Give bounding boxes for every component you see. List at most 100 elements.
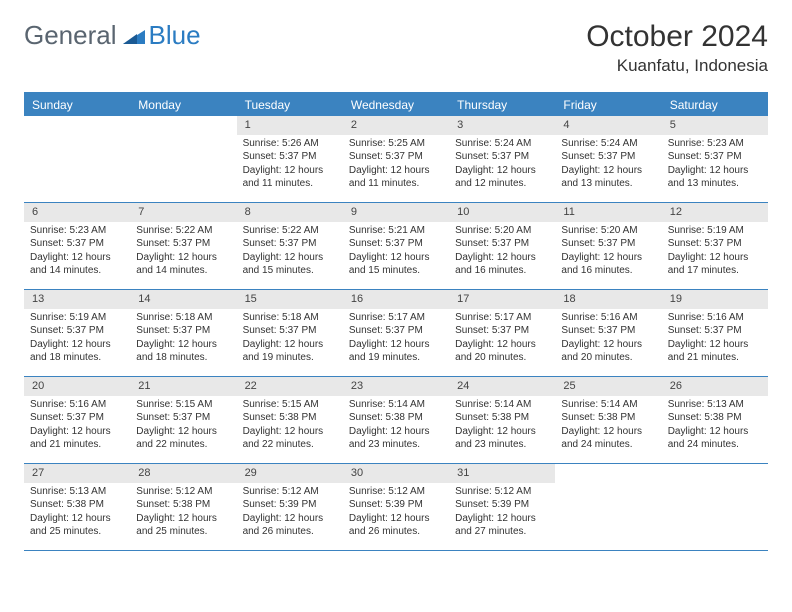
day-cell: 26Sunrise: 5:13 AMSunset: 5:38 PMDayligh… (662, 377, 768, 463)
day-body: Sunrise: 5:17 AMSunset: 5:37 PMDaylight:… (449, 309, 555, 369)
sunset-text: Sunset: 5:38 PM (668, 411, 762, 425)
day-cell (130, 116, 236, 202)
daylight-text-1: Daylight: 12 hours (243, 512, 337, 526)
day-header-cell: Sunday (24, 94, 130, 116)
daylight-text-2: and 12 minutes. (455, 177, 549, 191)
day-cell: 25Sunrise: 5:14 AMSunset: 5:38 PMDayligh… (555, 377, 661, 463)
sunset-text: Sunset: 5:37 PM (136, 324, 230, 338)
day-cell: 3Sunrise: 5:24 AMSunset: 5:37 PMDaylight… (449, 116, 555, 202)
sunset-text: Sunset: 5:37 PM (243, 237, 337, 251)
day-number: 13 (24, 290, 130, 309)
daylight-text-1: Daylight: 12 hours (30, 338, 124, 352)
day-cell (24, 116, 130, 202)
day-body: Sunrise: 5:23 AMSunset: 5:37 PMDaylight:… (662, 135, 768, 195)
daylight-text-1: Daylight: 12 hours (349, 425, 443, 439)
daylight-text-2: and 15 minutes. (243, 264, 337, 278)
day-header-cell: Monday (130, 94, 236, 116)
daylight-text-2: and 16 minutes. (561, 264, 655, 278)
location-label: Kuanfatu, Indonesia (586, 56, 768, 76)
sunrise-text: Sunrise: 5:15 AM (243, 398, 337, 412)
sunset-text: Sunset: 5:37 PM (136, 237, 230, 251)
sunset-text: Sunset: 5:38 PM (136, 498, 230, 512)
sunrise-text: Sunrise: 5:22 AM (243, 224, 337, 238)
sunrise-text: Sunrise: 5:15 AM (136, 398, 230, 412)
day-body: Sunrise: 5:18 AMSunset: 5:37 PMDaylight:… (130, 309, 236, 369)
day-body: Sunrise: 5:21 AMSunset: 5:37 PMDaylight:… (343, 222, 449, 282)
day-header-row: SundayMondayTuesdayWednesdayThursdayFrid… (24, 94, 768, 116)
calendar: SundayMondayTuesdayWednesdayThursdayFrid… (24, 92, 768, 551)
daylight-text-2: and 18 minutes. (30, 351, 124, 365)
daylight-text-1: Daylight: 12 hours (136, 512, 230, 526)
day-number: 22 (237, 377, 343, 396)
daylight-text-2: and 21 minutes. (668, 351, 762, 365)
daylight-text-1: Daylight: 12 hours (561, 164, 655, 178)
day-body: Sunrise: 5:16 AMSunset: 5:37 PMDaylight:… (555, 309, 661, 369)
sunset-text: Sunset: 5:39 PM (243, 498, 337, 512)
day-body: Sunrise: 5:24 AMSunset: 5:37 PMDaylight:… (449, 135, 555, 195)
day-number: 6 (24, 203, 130, 222)
day-body: Sunrise: 5:12 AMSunset: 5:39 PMDaylight:… (449, 483, 555, 543)
day-body: Sunrise: 5:17 AMSunset: 5:37 PMDaylight:… (343, 309, 449, 369)
day-cell: 8Sunrise: 5:22 AMSunset: 5:37 PMDaylight… (237, 203, 343, 289)
day-cell: 22Sunrise: 5:15 AMSunset: 5:38 PMDayligh… (237, 377, 343, 463)
daylight-text-1: Daylight: 12 hours (243, 164, 337, 178)
sunset-text: Sunset: 5:37 PM (30, 411, 124, 425)
day-number: 19 (662, 290, 768, 309)
day-body: Sunrise: 5:26 AMSunset: 5:37 PMDaylight:… (237, 135, 343, 195)
day-number: 3 (449, 116, 555, 135)
sunset-text: Sunset: 5:38 PM (243, 411, 337, 425)
day-number: 18 (555, 290, 661, 309)
daylight-text-2: and 22 minutes. (243, 438, 337, 452)
sunset-text: Sunset: 5:37 PM (455, 237, 549, 251)
daylight-text-1: Daylight: 12 hours (349, 512, 443, 526)
sunrise-text: Sunrise: 5:18 AM (243, 311, 337, 325)
sunrise-text: Sunrise: 5:13 AM (668, 398, 762, 412)
day-body: Sunrise: 5:24 AMSunset: 5:37 PMDaylight:… (555, 135, 661, 195)
day-number: 1 (237, 116, 343, 135)
daylight-text-1: Daylight: 12 hours (30, 425, 124, 439)
daylight-text-2: and 23 minutes. (455, 438, 549, 452)
daylight-text-1: Daylight: 12 hours (455, 164, 549, 178)
sunrise-text: Sunrise: 5:12 AM (455, 485, 549, 499)
day-header-cell: Wednesday (343, 94, 449, 116)
title-block: October 2024 Kuanfatu, Indonesia (586, 20, 768, 76)
sunrise-text: Sunrise: 5:12 AM (349, 485, 443, 499)
daylight-text-1: Daylight: 12 hours (455, 425, 549, 439)
day-cell: 29Sunrise: 5:12 AMSunset: 5:39 PMDayligh… (237, 464, 343, 550)
day-body: Sunrise: 5:12 AMSunset: 5:38 PMDaylight:… (130, 483, 236, 543)
day-number: 4 (555, 116, 661, 135)
day-body: Sunrise: 5:18 AMSunset: 5:37 PMDaylight:… (237, 309, 343, 369)
daylight-text-2: and 18 minutes. (136, 351, 230, 365)
daylight-text-2: and 22 minutes. (136, 438, 230, 452)
weeks-container: 1Sunrise: 5:26 AMSunset: 5:37 PMDaylight… (24, 116, 768, 551)
daylight-text-1: Daylight: 12 hours (668, 251, 762, 265)
sunrise-text: Sunrise: 5:19 AM (30, 311, 124, 325)
day-body: Sunrise: 5:19 AMSunset: 5:37 PMDaylight:… (24, 309, 130, 369)
sunset-text: Sunset: 5:37 PM (561, 237, 655, 251)
day-body: Sunrise: 5:23 AMSunset: 5:37 PMDaylight:… (24, 222, 130, 282)
sunset-text: Sunset: 5:39 PM (455, 498, 549, 512)
day-body: Sunrise: 5:15 AMSunset: 5:38 PMDaylight:… (237, 396, 343, 456)
sunrise-text: Sunrise: 5:25 AM (349, 137, 443, 151)
day-number: 9 (343, 203, 449, 222)
sunrise-text: Sunrise: 5:14 AM (349, 398, 443, 412)
day-body: Sunrise: 5:12 AMSunset: 5:39 PMDaylight:… (343, 483, 449, 543)
day-number: 15 (237, 290, 343, 309)
daylight-text-2: and 11 minutes. (349, 177, 443, 191)
sunset-text: Sunset: 5:38 PM (455, 411, 549, 425)
day-number: 10 (449, 203, 555, 222)
week-row: 1Sunrise: 5:26 AMSunset: 5:37 PMDaylight… (24, 116, 768, 203)
day-number: 25 (555, 377, 661, 396)
day-body: Sunrise: 5:25 AMSunset: 5:37 PMDaylight:… (343, 135, 449, 195)
daylight-text-2: and 13 minutes. (561, 177, 655, 191)
sunrise-text: Sunrise: 5:12 AM (136, 485, 230, 499)
day-body: Sunrise: 5:15 AMSunset: 5:37 PMDaylight:… (130, 396, 236, 456)
daylight-text-2: and 27 minutes. (455, 525, 549, 539)
sunset-text: Sunset: 5:37 PM (136, 411, 230, 425)
sunrise-text: Sunrise: 5:23 AM (30, 224, 124, 238)
sunrise-text: Sunrise: 5:20 AM (561, 224, 655, 238)
daylight-text-1: Daylight: 12 hours (455, 251, 549, 265)
day-body: Sunrise: 5:16 AMSunset: 5:37 PMDaylight:… (662, 309, 768, 369)
daylight-text-2: and 19 minutes. (349, 351, 443, 365)
day-body: Sunrise: 5:14 AMSunset: 5:38 PMDaylight:… (555, 396, 661, 456)
